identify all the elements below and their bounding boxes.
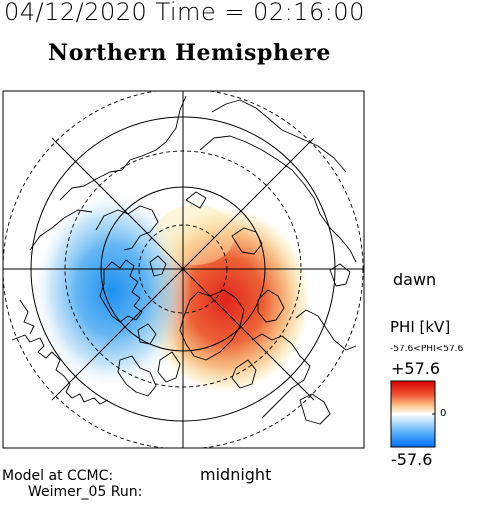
hemisphere-title: Northern Hemisphere xyxy=(48,40,331,66)
coastlines xyxy=(11,95,357,425)
meridian-diag-1 xyxy=(51,137,184,270)
longitude-lines xyxy=(3,91,364,448)
coast-svalbard xyxy=(257,289,285,323)
run-credit: Weimer_05 Run: xyxy=(28,484,143,500)
coast-novaya xyxy=(231,227,263,255)
coast-scandinavia xyxy=(251,333,311,419)
coast-iceland xyxy=(231,359,257,389)
timestamp-title: 04/12/2020 Time = 02:16:00 xyxy=(4,0,365,26)
colorbar-title: PHI [kV] xyxy=(390,318,451,336)
meridian-diag-2 xyxy=(182,137,315,270)
coast-asia xyxy=(211,99,347,173)
colorbar-min-label: -57.6 xyxy=(391,450,433,469)
coast-baltic xyxy=(329,263,351,287)
colorbar-zero-label: 0 xyxy=(440,408,447,419)
dawn-label: dawn xyxy=(393,270,437,289)
coast-canada-west xyxy=(59,95,187,201)
coast-severnaya xyxy=(185,191,207,209)
coast-siberia xyxy=(11,334,109,405)
midnight-label: midnight xyxy=(200,465,272,484)
meridian-diag-4 xyxy=(182,268,315,401)
colorbar xyxy=(390,380,436,448)
coast-greenland xyxy=(179,289,245,361)
coast-island-1 xyxy=(149,255,167,277)
meridian-diag-3 xyxy=(51,268,184,401)
coast-russia-north xyxy=(199,135,357,263)
colorbar-range: -57.6<PHI<57.6 xyxy=(390,345,464,354)
coast-archipelago xyxy=(99,259,143,323)
coast-island-2 xyxy=(137,323,157,345)
coast-uk xyxy=(299,393,331,425)
model-credit: Model at CCMC: xyxy=(2,468,114,484)
colorbar-max-label: +57.6 xyxy=(391,359,441,378)
coast-chukotka xyxy=(19,299,35,335)
positive-cell-fringe xyxy=(155,205,235,265)
coast-baffin xyxy=(157,351,181,383)
coast-bering xyxy=(29,209,93,251)
coast-europe xyxy=(295,309,357,351)
coast-alaska xyxy=(95,205,159,251)
coast-hudson xyxy=(117,355,157,397)
